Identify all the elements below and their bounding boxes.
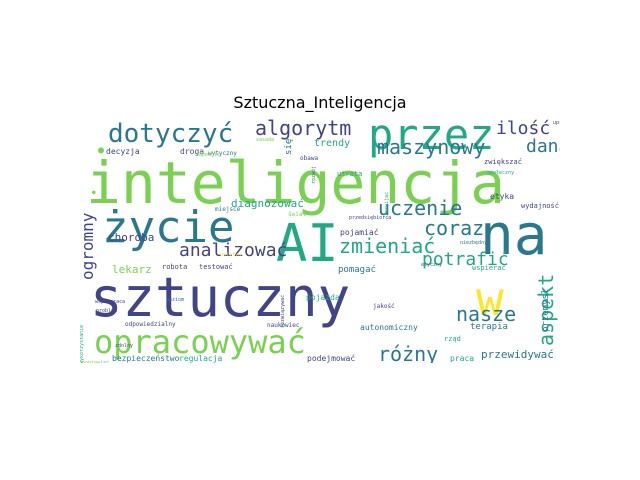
word-rzad: rząd (444, 335, 461, 343)
word-ogromny: ogromny (80, 212, 97, 280)
word-swiat: świat (288, 211, 307, 218)
word-maszynowy: maszynowy (377, 135, 486, 159)
word-uczenie: uczenie (378, 196, 463, 220)
word-wspierac: wspierać (472, 264, 506, 272)
word-zapewnic: zapewnić (196, 152, 221, 158)
word-algorytm: algorytm (255, 118, 352, 140)
word-wspolpraca: współpraca (95, 299, 126, 305)
word-przemysl: przemysł (541, 288, 551, 332)
word-odpowiedzialny: odpowiedzialny (125, 321, 176, 328)
word-lekarz: lekarz (112, 263, 152, 276)
word-diagnozowac: diagnozować (231, 197, 304, 210)
word-jakosc: jakość (373, 303, 395, 310)
word-zycie: życie (102, 202, 235, 253)
word-terapia: terapia (470, 322, 508, 332)
word-dotyczyc: dotyczyć (108, 119, 234, 149)
word-testowac: testować (199, 263, 233, 271)
word-uprac: uprac (553, 120, 560, 126)
word-wykorzystanie: wykorzystanie (80, 324, 85, 363)
word-zmieniac: zmieniać (339, 234, 436, 258)
word-coraz: coraz (424, 216, 485, 240)
word-inteligencja: inteligencja (86, 149, 506, 217)
word-rozwijac: rozwijać (384, 191, 390, 216)
word-przez: przez (368, 118, 495, 159)
word-utrata: utrata (337, 170, 363, 178)
dot-mark: ● (98, 145, 105, 156)
word-nasze: nasze (456, 302, 517, 326)
word-spoleczny: społeczny (487, 170, 515, 176)
word-miejsce: miejsce (215, 206, 241, 213)
word-sztuczny: sztuczny (90, 266, 351, 329)
word-robota: robota (162, 263, 188, 271)
word-autonomiczny: autonomiczny (360, 323, 418, 332)
word-przewidywac: przewidywać (481, 348, 554, 361)
word-praca: praca (450, 354, 475, 363)
word-rozwoj: rozwój (311, 165, 317, 184)
word-ai: AI (276, 214, 339, 274)
word-polityk: polityk (220, 252, 242, 258)
word-niezbedny: niezbędny (460, 240, 488, 246)
word-cloud: inteligencja sztuczny życie AI na przez … (80, 118, 560, 363)
word-pojamiac: pojamiać (340, 228, 379, 237)
word-ilosc: ilość (496, 118, 551, 139)
word-przedsiebiorca: przedsiębiorca (349, 215, 392, 221)
word-decyzja: decyzja (106, 147, 140, 156)
word-etyka: etyka (490, 192, 515, 201)
word-sie: się (284, 138, 294, 155)
word-naukowiec: naukowiec (267, 322, 300, 329)
word-poprawiac: poprawiać (82, 360, 110, 364)
word-trendy: trendy (314, 138, 351, 149)
word-podejmowac: podejmować (307, 354, 356, 363)
word-wytyczny: wytyczny (208, 150, 237, 157)
word-opracowywac: opracowywać (94, 323, 306, 361)
word-choroba: choroba (108, 231, 155, 244)
word-dana: dana (526, 136, 560, 157)
word-problem: problem (96, 308, 118, 314)
word-pomagac: pomagać (338, 265, 376, 275)
word-wydajnosc: wydajność (521, 202, 559, 210)
dot-mark: ● (92, 189, 96, 196)
word-bezpieczenstwo: bezpieczeństwo (112, 354, 180, 363)
word-w: w (476, 272, 504, 326)
word-droga: droga (180, 147, 205, 156)
word-zasada: zasada (256, 137, 275, 143)
word-na: na (480, 203, 548, 268)
word-poziom: poziom (166, 297, 185, 303)
word-regulacja: regulacja (179, 354, 223, 363)
word-zwiekszac: zwiększać (484, 158, 522, 166)
word-rozny: różny (378, 342, 439, 363)
chart-title: Sztuczna_Inteligencja (233, 93, 407, 112)
word-zdolny: zdolny (115, 343, 134, 349)
word-obawa: obawa (300, 155, 319, 162)
word-pojazda: pojazda (306, 293, 340, 302)
word-etyczny: etyczny (421, 262, 443, 268)
word-analizowac: analizować (179, 240, 288, 261)
word-potrafic: potrafić (422, 249, 509, 270)
